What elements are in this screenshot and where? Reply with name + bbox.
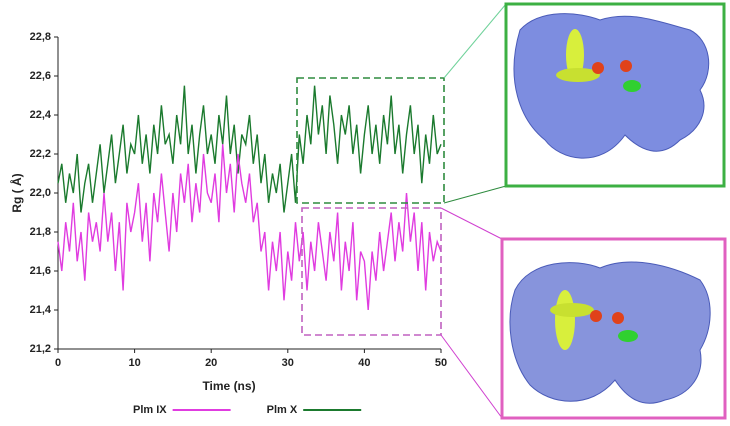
y-tick-label: 21,4 <box>30 304 52 316</box>
plot-axes <box>57 37 441 350</box>
x-tick-label: 0 <box>55 357 61 369</box>
series-layer <box>57 85 442 311</box>
legend-label: Plm X <box>267 404 298 416</box>
protein-surface <box>509 261 711 404</box>
ligand <box>566 29 584 81</box>
y-tick-label: 22,4 <box>30 109 52 121</box>
ligand <box>555 290 575 350</box>
y-tick-label: 21,8 <box>30 226 51 238</box>
zoom-box <box>296 77 445 204</box>
legend-label: Plm IX <box>133 404 167 416</box>
protein-surface <box>513 13 710 159</box>
y-tick-label: 22,2 <box>30 148 51 160</box>
series-line <box>57 144 442 311</box>
x-tick-label: 20 <box>205 357 217 369</box>
zoom-boxes <box>296 3 507 419</box>
y-axis-title: Rg ( Å) <box>9 173 24 212</box>
zoom-box <box>301 207 442 336</box>
ligand <box>618 330 638 342</box>
connector <box>443 185 507 204</box>
x-tick-label: 10 <box>128 357 140 369</box>
series-line <box>57 85 442 213</box>
ligand <box>550 303 594 317</box>
ligand <box>556 68 600 82</box>
x-tick-label: 30 <box>282 357 294 369</box>
connector <box>440 207 503 240</box>
protein-view <box>500 2 727 420</box>
x-axis-title: Time (ns) <box>202 379 255 393</box>
x-tick-label: 50 <box>435 357 447 369</box>
ligand <box>590 310 602 322</box>
ligand <box>592 62 604 74</box>
x-tick-label: 40 <box>358 357 370 369</box>
ligand <box>612 312 624 324</box>
y-tick-label: 22,8 <box>30 31 51 43</box>
ligand <box>620 60 632 72</box>
connector <box>443 3 507 79</box>
y-tick-label: 22,0 <box>30 187 51 199</box>
y-tick-label: 22,6 <box>30 70 51 82</box>
ligand <box>623 80 641 92</box>
y-tick-label: 21,2 <box>30 343 51 355</box>
y-tick-label: 21,6 <box>30 265 51 277</box>
connector <box>440 334 503 419</box>
